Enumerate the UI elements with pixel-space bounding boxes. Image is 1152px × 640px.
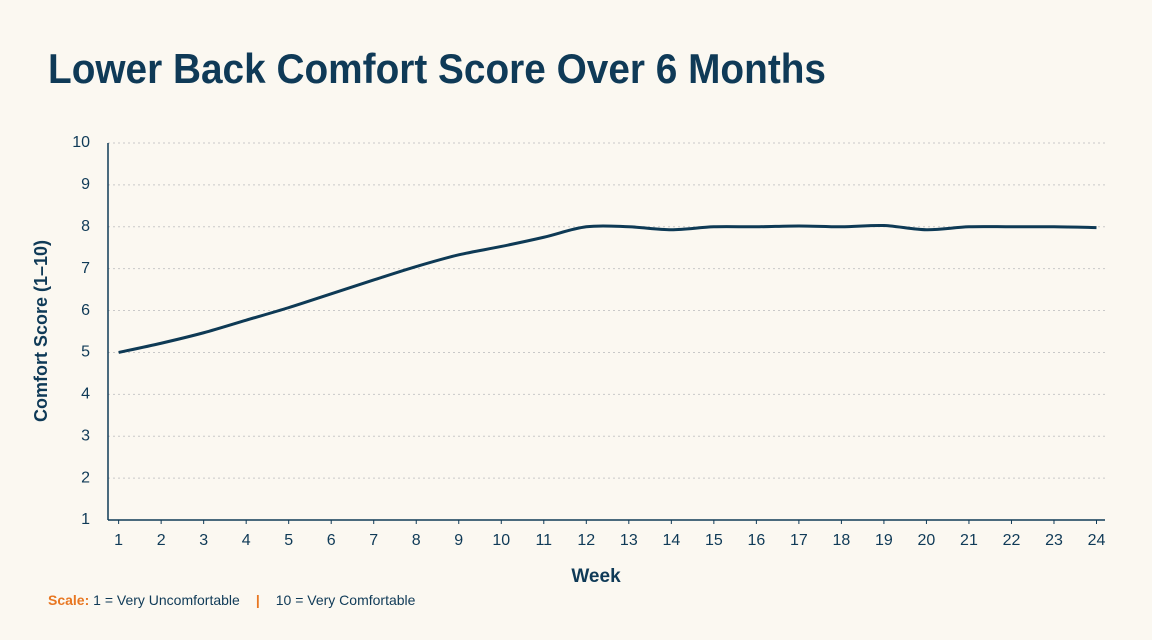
x-tick-label: 12 <box>577 532 595 549</box>
x-tick-label: 20 <box>918 532 936 549</box>
x-tick-label: 4 <box>242 532 251 549</box>
x-tick-label: 13 <box>620 532 638 549</box>
chart-title: Lower Back Comfort Score Over 6 Months <box>48 45 826 92</box>
note-separator: | <box>256 592 260 608</box>
x-tick-label: 16 <box>747 532 765 549</box>
x-tick-label: 19 <box>875 532 893 549</box>
y-tick-label: 6 <box>81 302 90 319</box>
x-tick-label: 22 <box>1003 532 1021 549</box>
x-tick-label: 18 <box>833 532 851 549</box>
note-label: Scale: <box>48 592 89 608</box>
x-tick-label: 15 <box>705 532 723 549</box>
y-tick-label: 10 <box>72 134 90 151</box>
x-tick-label: 14 <box>662 532 680 549</box>
y-tick-label: 9 <box>81 176 90 193</box>
data-line <box>118 223 1097 354</box>
note-low: 1 = Very Uncomfortable <box>93 592 240 608</box>
y-tick-label: 3 <box>81 427 90 444</box>
x-tick-label: 11 <box>535 532 552 549</box>
x-tick-label: 9 <box>454 532 463 549</box>
y-tick-label: 1 <box>81 511 90 528</box>
x-tick-label: 3 <box>199 532 208 549</box>
y-tick-label: 2 <box>81 469 90 486</box>
x-tick-label: 8 <box>412 532 421 549</box>
x-tick-label: 6 <box>327 532 336 549</box>
x-axis-label: Week <box>571 566 621 587</box>
x-tick-label: 17 <box>790 532 808 549</box>
y-tick-label: 5 <box>81 344 90 361</box>
x-tick-label: 24 <box>1088 532 1106 549</box>
x-tick-label: 5 <box>284 532 293 549</box>
x-tick-label: 7 <box>369 532 378 549</box>
y-tick-label: 7 <box>81 260 90 277</box>
x-tick-label: 21 <box>960 532 978 549</box>
x-tick-label: 1 <box>114 532 123 549</box>
x-tick-label: 10 <box>492 532 510 549</box>
note-high: 10 = Very Comfortable <box>276 592 416 608</box>
y-axis-label: Comfort Score (1–10) <box>31 240 51 422</box>
x-tick-label: 23 <box>1045 532 1063 549</box>
scale-note: Scale: 1 = Very Uncomfortable | 10 = Very … <box>48 592 416 608</box>
x-tick-label: 2 <box>157 532 166 549</box>
y-tick-label: 4 <box>81 386 90 403</box>
y-tick-label: 8 <box>81 218 90 235</box>
